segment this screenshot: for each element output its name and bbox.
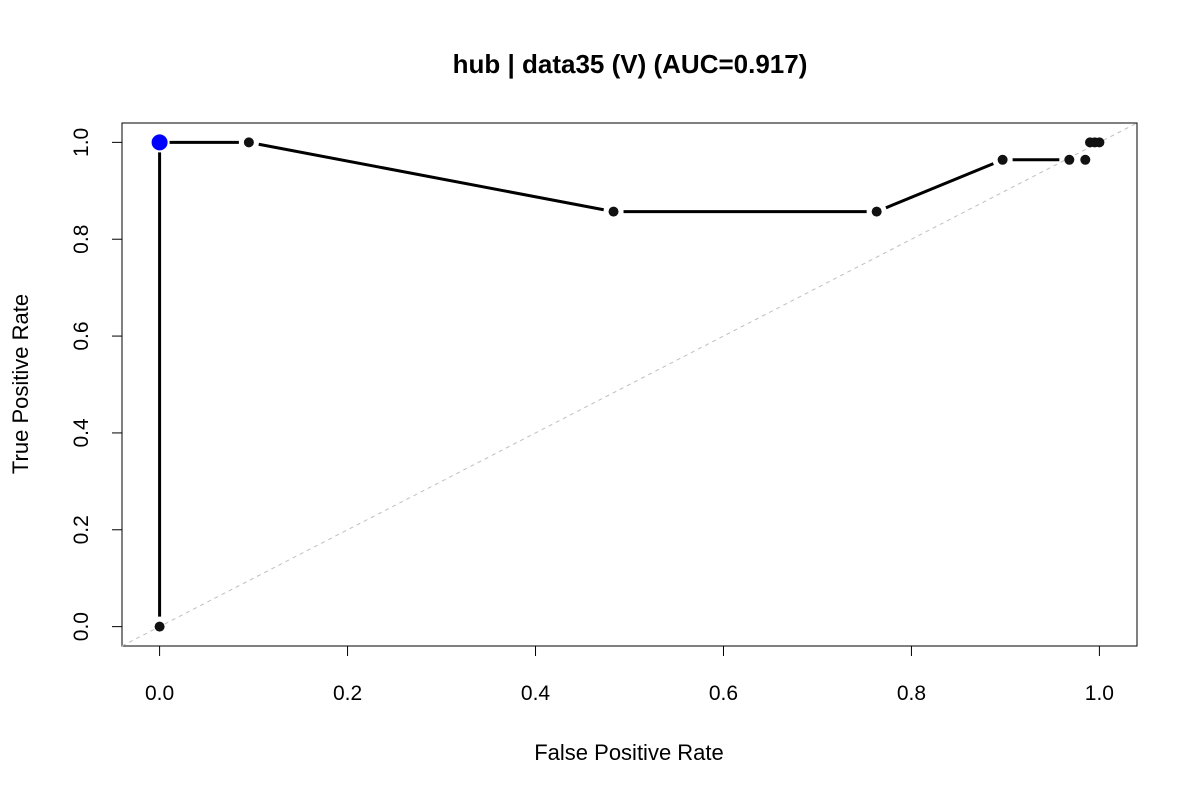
x-tick-label: 1.0 bbox=[1085, 682, 1114, 705]
y-tick-label: 1.0 bbox=[70, 128, 93, 157]
x-tick-label: 0.6 bbox=[709, 682, 738, 705]
roc-point bbox=[997, 154, 1008, 165]
optimal-threshold-point bbox=[151, 134, 168, 151]
roc-curve bbox=[158, 140, 1060, 617]
x-tick-label: 0.0 bbox=[145, 682, 174, 705]
x-tick-label: 0.8 bbox=[897, 682, 926, 705]
roc-point bbox=[871, 206, 882, 217]
y-axis-label: True Positive Rate bbox=[8, 294, 33, 474]
roc-point bbox=[1094, 137, 1105, 148]
roc-point bbox=[1064, 154, 1075, 165]
roc-segment bbox=[885, 162, 994, 210]
chart-title: hub | data35 (V) (AUC=0.917) bbox=[453, 49, 808, 79]
y-tick-label: 0.2 bbox=[70, 515, 93, 544]
roc-segment bbox=[258, 142, 604, 212]
y-axis: 0.0 0.2 0.4 0.6 0.8 1.0 bbox=[70, 128, 123, 641]
y-tick-label: 0.8 bbox=[70, 225, 93, 254]
y-tick-label: 0.6 bbox=[70, 321, 93, 350]
x-tick-label: 0.4 bbox=[521, 682, 551, 705]
roc-point bbox=[608, 206, 619, 217]
y-tick-label: 0.4 bbox=[70, 418, 93, 448]
y-tick-label: 0.0 bbox=[70, 612, 93, 641]
roc-point bbox=[243, 137, 254, 148]
reference-diagonal bbox=[121, 122, 1138, 647]
roc-point bbox=[154, 621, 165, 632]
x-axis-label: False Positive Rate bbox=[534, 740, 724, 765]
x-tick-label: 0.2 bbox=[333, 682, 362, 705]
roc-points bbox=[151, 134, 1105, 632]
roc-point bbox=[1080, 154, 1091, 165]
x-axis: 0.0 0.2 0.4 0.6 0.8 1.0 bbox=[145, 645, 1114, 705]
